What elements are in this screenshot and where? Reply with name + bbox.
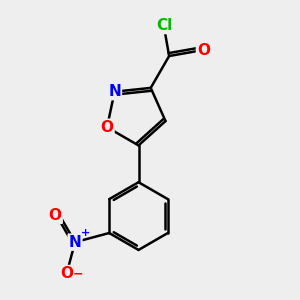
Text: N: N xyxy=(108,84,121,99)
Text: O: O xyxy=(49,208,62,223)
Text: N: N xyxy=(69,235,81,250)
Text: −: − xyxy=(72,268,83,281)
Text: O: O xyxy=(61,266,74,281)
Text: +: + xyxy=(81,228,90,238)
Text: O: O xyxy=(100,120,113,135)
Text: Cl: Cl xyxy=(156,18,172,33)
Text: O: O xyxy=(197,44,210,59)
